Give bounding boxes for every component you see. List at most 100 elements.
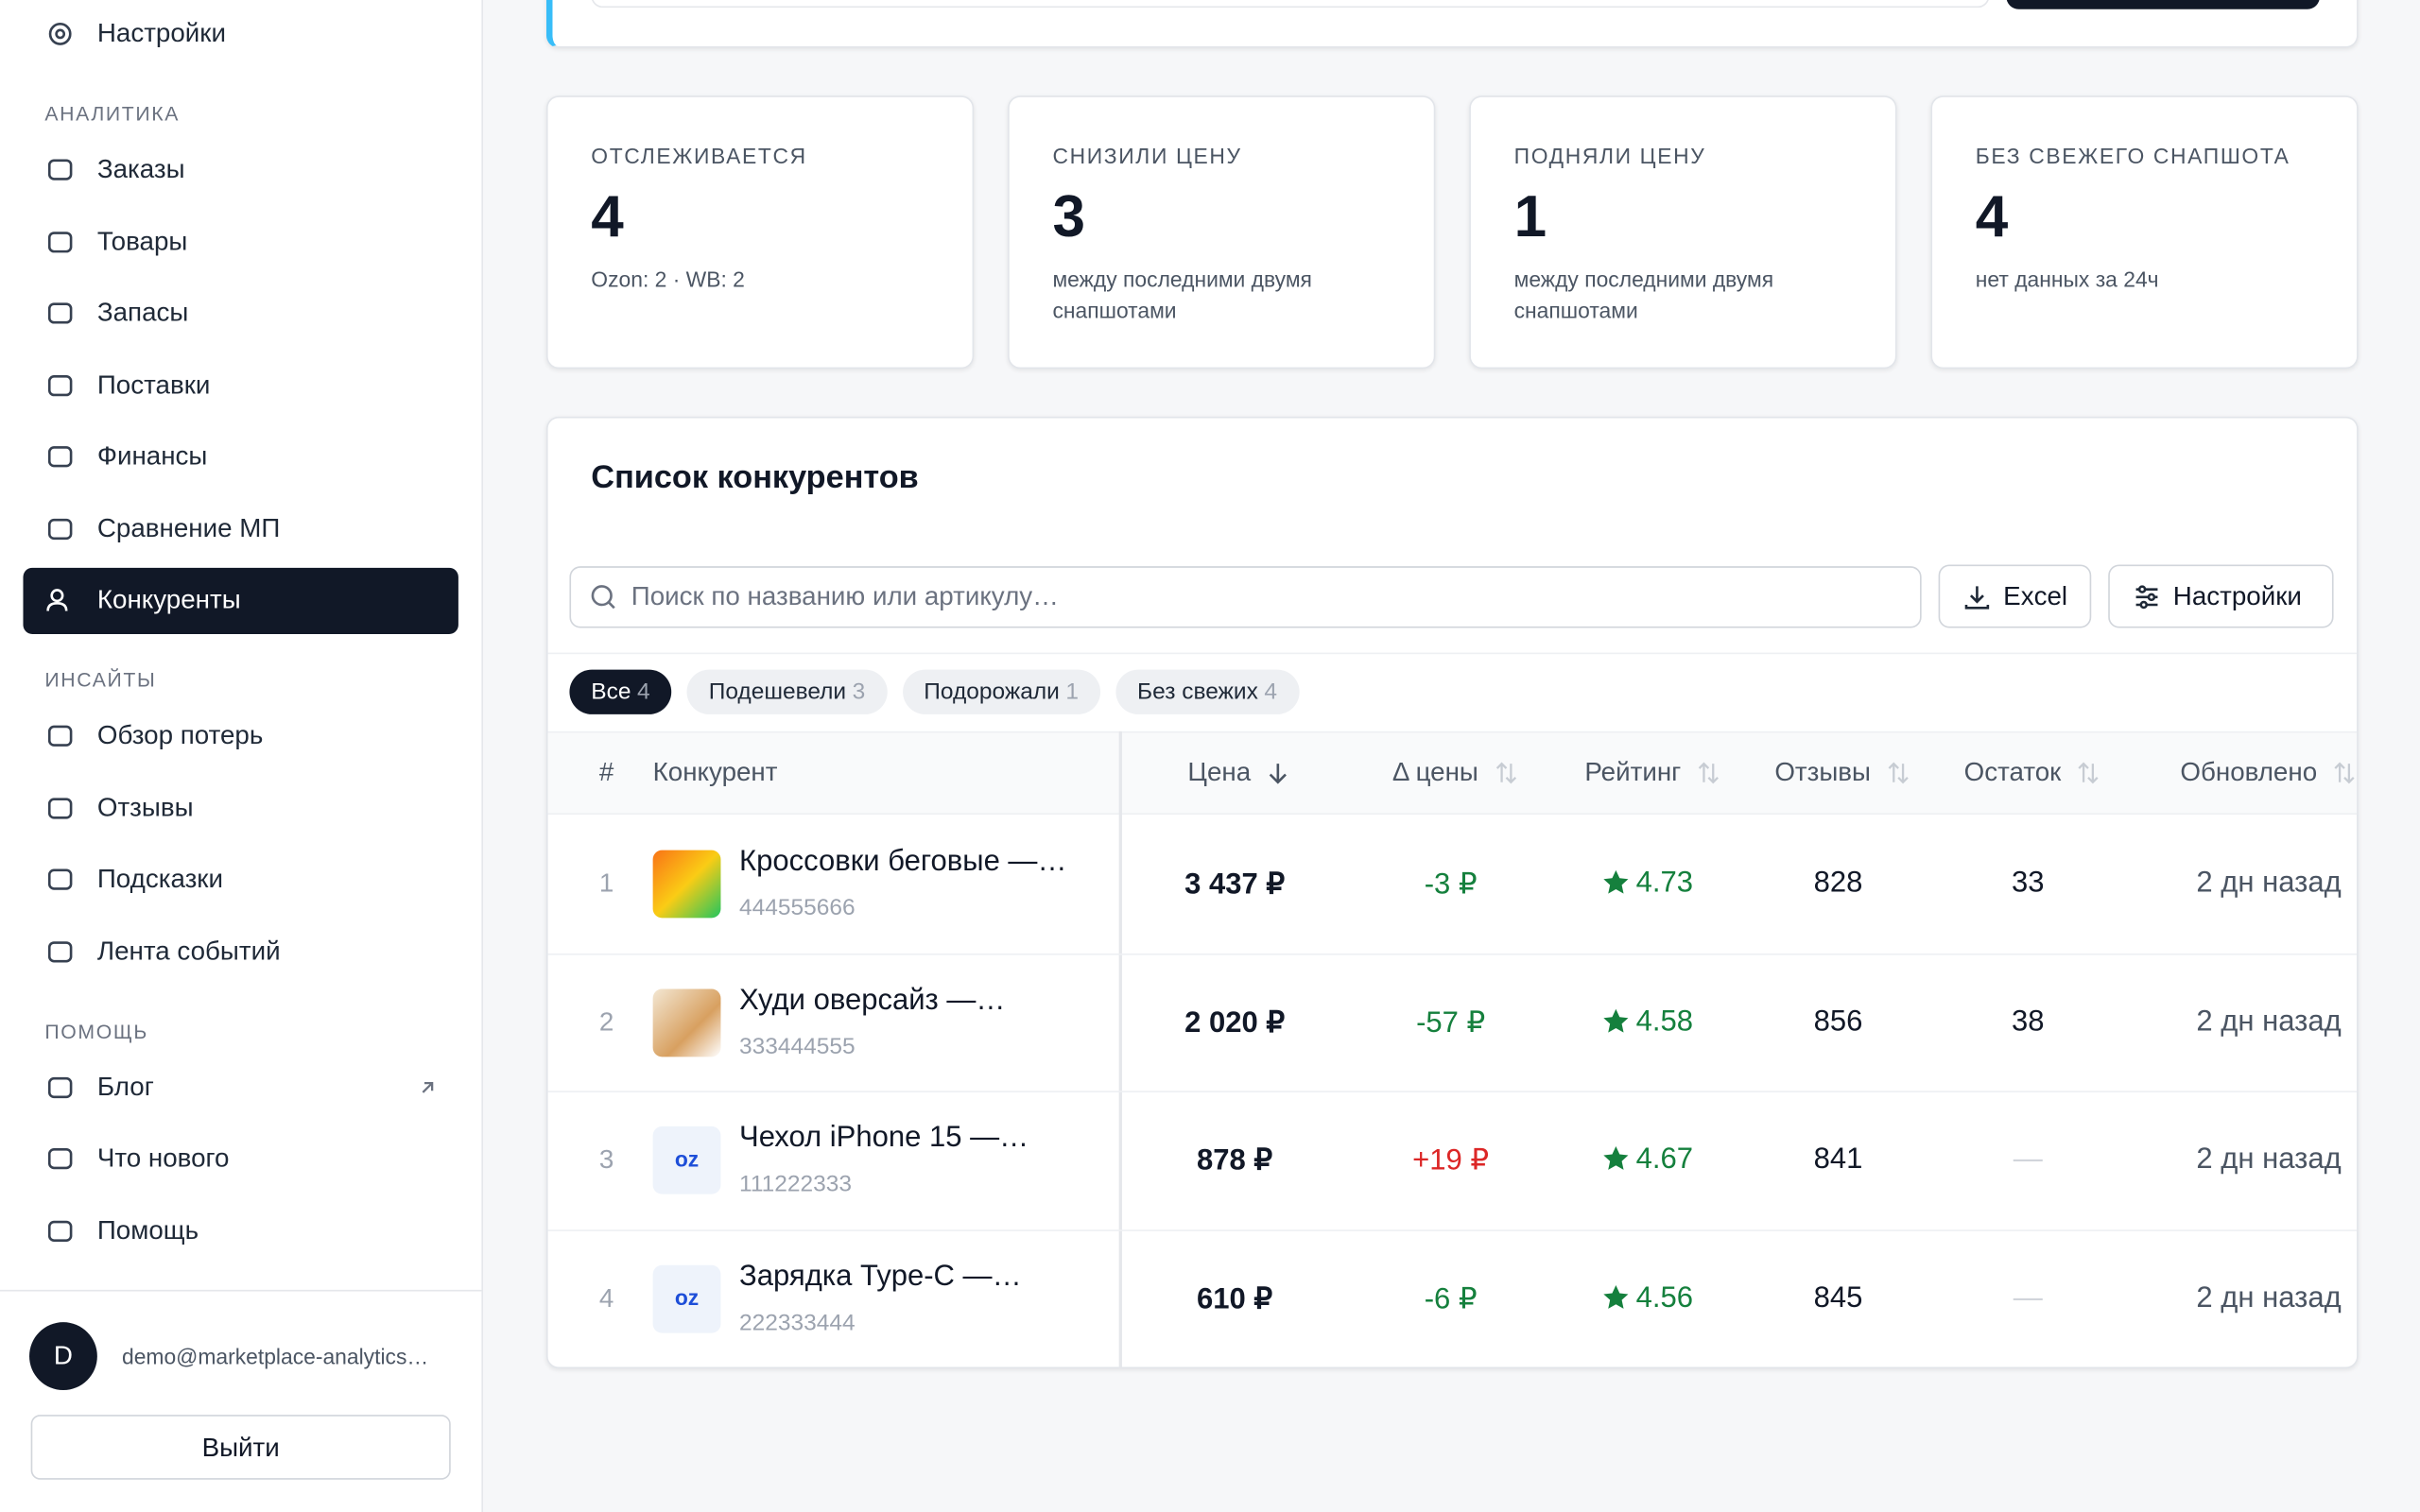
stat-label: СНИЗИЛИ ЦЕНУ (1052, 143, 1242, 168)
icon (1964, 586, 1990, 610)
icon (1603, 869, 1629, 894)
row-divider (547, 1091, 2358, 1093)
nav-item[interactable]: Заказы (96, 154, 185, 184)
nav-item[interactable]: Обзор потерь (96, 720, 264, 750)
filter-label[interactable]: Подешевели (708, 679, 847, 706)
nav-item[interactable]: Поставки (96, 369, 211, 400)
icon (47, 797, 73, 818)
nav-item[interactable]: Помощь (96, 1214, 199, 1245)
nav-item[interactable]: Что нового (96, 1143, 230, 1173)
filter-label[interactable]: Подорожали (924, 679, 1060, 706)
competitor-sku: 111222333 (739, 1171, 852, 1198)
competitor-name[interactable]: Худи оверсайз —… (739, 984, 1006, 1017)
toolbar-button-label[interactable]: Настройки (2172, 581, 2302, 611)
nav-item[interactable]: Подсказки (96, 864, 223, 894)
filter-chip[interactable]: Подешевели 3 (686, 669, 888, 714)
filter-chip[interactable]: Без свежих 4 (1115, 669, 1299, 714)
nav-item[interactable]: Блог (96, 1071, 154, 1101)
reviews: 841 (1813, 1143, 1863, 1177)
nav-item[interactable]: Товары (96, 226, 188, 256)
stat-card (545, 95, 975, 369)
top-input[interactable] (591, 0, 1990, 9)
avatar (29, 1322, 97, 1391)
rating: 4.56 (1635, 1281, 1693, 1315)
search-box[interactable] (569, 566, 1922, 628)
row-number: 3 (598, 1145, 614, 1176)
stat-card (1008, 95, 1436, 369)
search-placeholder: Поиск по названию или артикулу… (631, 581, 1059, 611)
nav-item[interactable]: Настройки (96, 18, 226, 48)
competitor-name[interactable]: Чехол iPhone 15 —… (739, 1122, 1029, 1155)
column-header[interactable]: Цена (1187, 757, 1252, 787)
stock: — (2013, 1143, 2043, 1177)
filter-chip[interactable]: Все 4 (569, 669, 672, 714)
stock: 38 (2012, 1005, 2045, 1039)
icon (1495, 762, 1516, 784)
column-header[interactable]: Остаток (1963, 757, 2062, 787)
icon (2135, 585, 2158, 610)
nav-item[interactable]: Сравнение МП (96, 512, 281, 542)
column-header[interactable]: Δ цены (1392, 757, 1478, 787)
reviews: 845 (1813, 1281, 1863, 1315)
column-header[interactable]: Обновлено (2180, 757, 2318, 787)
competitor-name[interactable]: Кроссовки беговые —… (739, 845, 1067, 878)
price: 610 ₽ (1197, 1283, 1273, 1316)
icon (48, 22, 72, 45)
user-email: demo@marketplace-analytics… (121, 1344, 429, 1369)
competitor-sku: 333444555 (739, 1033, 856, 1060)
sidebar (0, 0, 484, 1512)
updated: 2 дн назад (2196, 1281, 2342, 1315)
stat-card (1469, 95, 1897, 369)
icon (1603, 1146, 1629, 1171)
nav-item[interactable]: Лента событий (96, 936, 281, 966)
nav-item[interactable]: Конкуренты (96, 584, 241, 614)
nav-item[interactable]: Запасы (96, 298, 189, 328)
nav-item[interactable]: Финансы (96, 440, 208, 471)
price-delta: -6 ₽ (1424, 1283, 1478, 1316)
icon (47, 1076, 73, 1098)
filter-count[interactable]: 4 (1264, 679, 1278, 706)
toolbar-button[interactable] (1938, 564, 2092, 628)
toolbar-button-label[interactable]: Excel (2003, 581, 2068, 611)
stat-value: 1 (1513, 184, 1547, 250)
nav-item[interactable]: Отзывы (96, 792, 194, 822)
icon (47, 374, 73, 396)
price: 878 ₽ (1197, 1145, 1273, 1178)
row-number: 1 (598, 868, 614, 899)
icon (47, 725, 73, 747)
icon (1270, 764, 1288, 784)
logout-button[interactable] (30, 1415, 451, 1480)
filter-count[interactable]: 3 (852, 679, 866, 706)
column-header[interactable]: Отзывы (1774, 757, 1872, 787)
reviews: 828 (1813, 867, 1863, 900)
price-delta: -3 ₽ (1424, 868, 1478, 902)
icon (2079, 762, 2100, 784)
icon (1888, 762, 1909, 784)
filter-label[interactable]: Без свежих (1137, 679, 1258, 706)
icon (591, 585, 615, 610)
filter-label[interactable]: Все (591, 679, 631, 706)
filter-count[interactable]: 1 (1065, 679, 1079, 706)
icon (47, 1148, 73, 1170)
icon (1603, 1285, 1629, 1309)
top-button[interactable] (2006, 0, 2320, 9)
icon (47, 868, 73, 890)
thumb-image (652, 850, 721, 919)
filter-count[interactable]: 4 (637, 679, 650, 706)
stat-sub: между последними двумя снапшотами (1513, 266, 1774, 323)
icon (47, 302, 73, 324)
stat-sub: Ozon: 2 · WB: 2 (591, 266, 745, 292)
icon (2334, 762, 2356, 784)
icon (1699, 762, 1720, 784)
price: 3 437 ₽ (1184, 868, 1286, 902)
row-divider (547, 1229, 2358, 1232)
price-delta: +19 ₽ (1412, 1145, 1490, 1178)
competitor-sku: 222333444 (739, 1310, 856, 1337)
price: 2 020 ₽ (1184, 1006, 1286, 1040)
filter-chip[interactable]: Подорожали 1 (902, 669, 1100, 714)
thumb (652, 1126, 721, 1195)
logout-label[interactable]: Выйти (201, 1433, 280, 1463)
column-header[interactable]: Рейтинг (1584, 757, 1682, 787)
competitor-name[interactable]: Зарядка Type-C —… (739, 1261, 1022, 1294)
